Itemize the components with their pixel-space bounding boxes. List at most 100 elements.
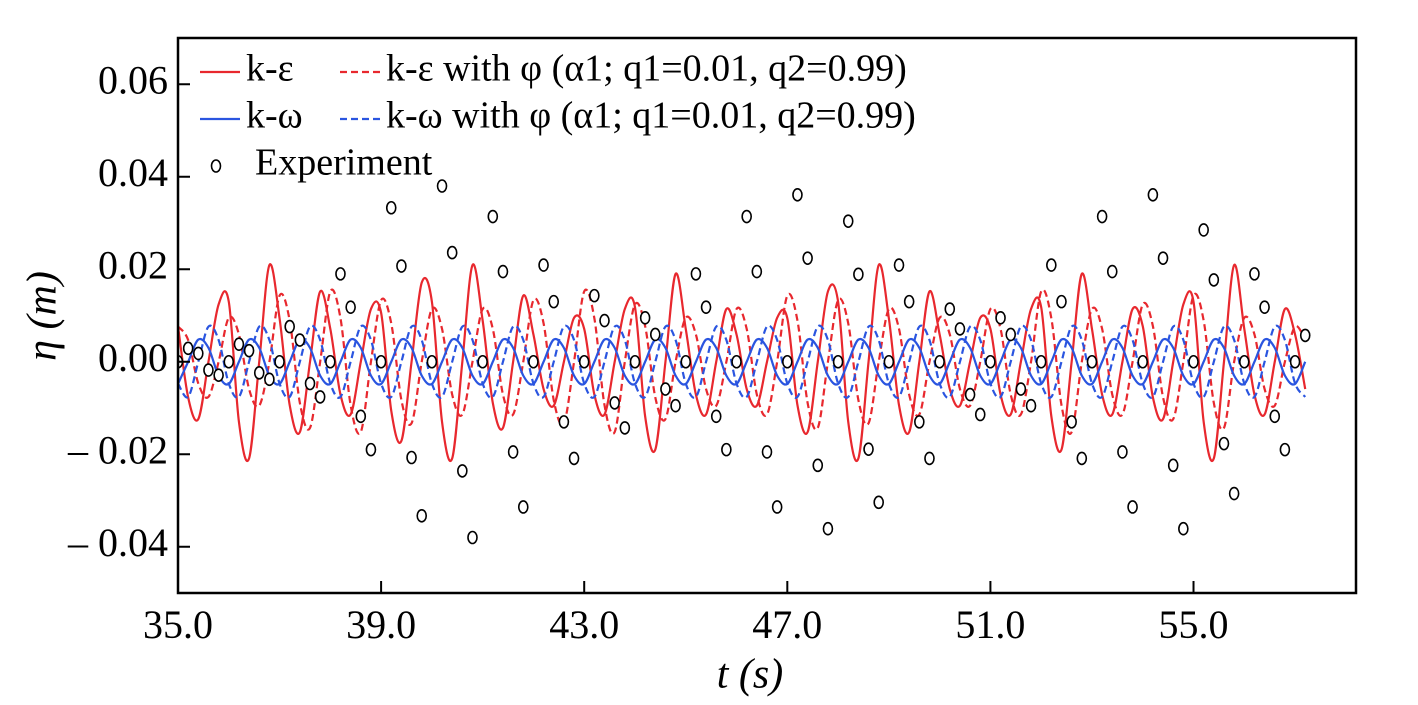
plot-frame (176, 36, 1358, 595)
y-axis-label: η (m) (20, 271, 66, 361)
data-point (457, 464, 468, 478)
data-point (985, 354, 996, 369)
data-point (213, 368, 224, 382)
legend-label: k-ε (246, 48, 294, 90)
data-point (1096, 209, 1108, 224)
data-point (294, 333, 306, 347)
data-point (274, 354, 285, 369)
data-point (446, 245, 458, 260)
data-point (203, 363, 214, 377)
data-point (1015, 382, 1027, 396)
data-point (802, 251, 813, 265)
data-point (944, 302, 956, 316)
x-tick-label: 43.0 (549, 602, 619, 647)
data-point (1035, 354, 1047, 369)
data-point (467, 530, 478, 545)
y-tick-label: – 0.04 (67, 520, 168, 565)
data-point (375, 354, 387, 369)
data-point (863, 442, 874, 456)
data-point (426, 354, 438, 369)
data-point (1289, 354, 1301, 369)
data-point (660, 382, 671, 396)
data-point (1218, 436, 1230, 451)
data-point (639, 311, 651, 325)
x-axis-label: t (s) (717, 652, 784, 698)
data-point (853, 267, 864, 282)
data-point (1086, 354, 1098, 369)
data-point (1025, 398, 1037, 413)
data-point (883, 354, 895, 369)
x-tick-label: 39.0 (346, 602, 416, 647)
data-point (995, 311, 1006, 325)
x-tick-label: 55.0 (1159, 602, 1229, 647)
y-tick-label: – 0.02 (67, 427, 168, 472)
plot-area (178, 179, 1311, 545)
y-tick-label: 0.00 (98, 335, 168, 380)
data-point (182, 341, 194, 356)
data-point (1117, 445, 1128, 459)
data-point (304, 376, 316, 391)
data-point (1167, 458, 1179, 473)
data-point (822, 521, 834, 536)
data-point (782, 354, 793, 369)
data-point (792, 187, 803, 202)
data-point (903, 294, 915, 309)
y-tick-label: 0.04 (98, 150, 168, 195)
data-point (832, 354, 844, 369)
data-point (589, 288, 600, 303)
data-point (1238, 354, 1250, 369)
data-point (680, 354, 692, 369)
data-point (893, 258, 905, 272)
data-point (1127, 500, 1138, 514)
data-point (771, 500, 783, 514)
data-point (517, 500, 529, 514)
data-point (223, 354, 235, 369)
legend-label: k-ω with φ (α1; q1=0.01, q2=0.99) (386, 95, 916, 137)
data-point (974, 407, 986, 422)
data-point (578, 354, 590, 369)
data-point (487, 209, 499, 224)
data-point (914, 415, 925, 429)
data-point (548, 294, 560, 309)
data-point (284, 319, 296, 334)
data-point (690, 267, 702, 281)
data-point (609, 396, 620, 410)
data-point (1269, 409, 1281, 424)
legend-label: k-ε with φ (α1; q1=0.01, q2=0.99) (386, 48, 907, 90)
data-point (528, 354, 539, 369)
data-point (1147, 187, 1159, 202)
data-point (1066, 415, 1077, 429)
data-point (954, 322, 966, 336)
data-point (1198, 223, 1209, 237)
data-point (1137, 354, 1149, 369)
data-point (1056, 294, 1067, 309)
data-point (812, 458, 824, 473)
data-point (700, 300, 712, 314)
data-point (924, 451, 935, 466)
data-point (710, 409, 722, 424)
data-point (751, 264, 763, 279)
data-point (335, 267, 346, 281)
y-tick-label: 0.06 (98, 57, 168, 102)
data-point (1178, 521, 1189, 536)
data-point (1249, 267, 1260, 281)
legend-marker (210, 159, 222, 173)
data-point (365, 442, 377, 457)
data-point (761, 445, 773, 459)
data-point (1208, 273, 1220, 287)
data-point (538, 258, 549, 272)
data-point (721, 442, 732, 457)
data-point (842, 214, 854, 228)
data-point (1188, 354, 1199, 369)
series-line (178, 337, 1307, 386)
data-point (1279, 442, 1291, 457)
data-point (649, 327, 661, 342)
data-point (1005, 327, 1017, 342)
data-point (345, 300, 356, 314)
data-point (1299, 328, 1311, 343)
series-line (178, 263, 1307, 462)
data-point (558, 415, 570, 429)
data-point (406, 450, 417, 465)
legend-label: k-ω (246, 95, 303, 137)
